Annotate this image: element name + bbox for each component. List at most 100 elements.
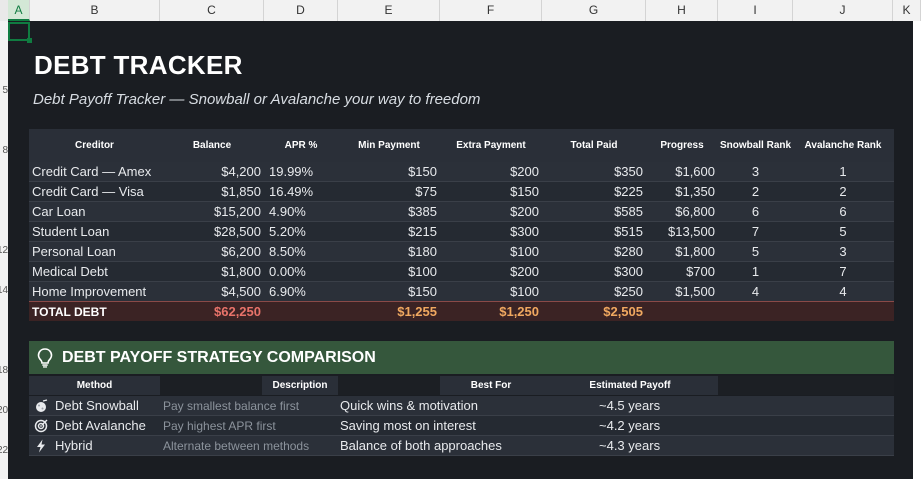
cell-progress: $13,500 <box>668 224 715 239</box>
header-extra-payment[interactable]: Extra Payment <box>456 140 526 151</box>
row-header[interactable]: 20 <box>0 405 8 416</box>
cell-creditor: Medical Debt <box>32 264 108 279</box>
cell-balance: $1,800 <box>221 264 261 279</box>
column-header-c[interactable]: C <box>160 0 264 21</box>
header-avalanche-rank[interactable]: Avalanche Rank <box>804 140 882 151</box>
header-method[interactable]: Method <box>29 376 160 395</box>
header-total-paid[interactable]: Total Paid <box>570 140 618 151</box>
header-best-for[interactable]: Best For <box>440 376 542 395</box>
header-estimated-payoff[interactable]: Estimated Payoff <box>542 376 718 395</box>
column-header-i[interactable]: I <box>718 0 793 21</box>
cell-min-payment: $385 <box>408 204 437 219</box>
cell-apr: 16.49% <box>269 184 314 199</box>
cell-snowball-rank: 3 <box>751 164 760 179</box>
cell-balance: $4,200 <box>221 164 261 179</box>
cell-progress: $1,350 <box>675 184 715 199</box>
cell-progress: $1,800 <box>675 244 715 259</box>
cell-progress: $1,600 <box>675 164 715 179</box>
strategy-row[interactable]: Hybrid Alternate between methods Balance o… <box>29 436 894 456</box>
page-title: DEBT TRACKER <box>34 50 243 80</box>
method-description: Pay smallest balance first <box>163 399 300 413</box>
cell-min-payment: $150 <box>408 164 437 179</box>
total-debt-row[interactable]: TOTAL DEBT $62,250 $1,255 $1,250 $2,505 <box>29 301 894 321</box>
snowball-icon <box>36 399 48 412</box>
cell-min-payment: $215 <box>408 224 437 239</box>
row-header[interactable]: 5 <box>2 85 8 96</box>
cell-min-payment: $150 <box>408 284 437 299</box>
method-name: Debt Snowball <box>55 398 139 413</box>
cell-snowball-rank: 1 <box>751 264 760 279</box>
cell-balance: $15,200 <box>214 204 261 219</box>
header-apr[interactable]: APR % <box>284 140 318 151</box>
cell-apr: 4.90% <box>269 204 306 219</box>
method-payoff: ~4.3 years <box>599 438 661 453</box>
cell-creditor: Home Improvement <box>32 284 147 299</box>
column-header-g[interactable]: G <box>542 0 646 21</box>
column-header-b[interactable]: B <box>30 0 160 21</box>
method-best-for: Balance of both approaches <box>340 438 502 453</box>
column-header-a[interactable]: A <box>8 0 30 21</box>
column-header-f[interactable]: F <box>440 0 542 21</box>
header-creditor[interactable]: Creditor <box>75 140 114 151</box>
cell-avalanche-rank: 5 <box>839 224 847 239</box>
strategy-section-title: DEBT PAYOFF STRATEGY COMPARISON <box>62 349 376 366</box>
cell-snowball-rank: 5 <box>751 244 760 259</box>
cell-avalanche-rank: 6 <box>839 204 847 219</box>
column-header-j[interactable]: J <box>793 0 893 21</box>
cell-avalanche-rank: 1 <box>839 164 847 179</box>
table-row[interactable]: Student Loan $28,500 5.20% $215 $300 $515 $13,… <box>29 222 894 242</box>
selected-cell-a1[interactable] <box>8 22 32 43</box>
column-header-k[interactable]: K <box>893 0 921 21</box>
cell-extra-payment: $150 <box>510 184 539 199</box>
table-row[interactable]: Car Loan $15,200 4.90% $385 $200 $585 $6,800 6 6 <box>29 202 894 222</box>
cell-extra-payment: $100 <box>510 244 539 259</box>
cell-min-payment: $100 <box>408 264 437 279</box>
total-label: TOTAL DEBT <box>32 305 107 319</box>
method-description: Pay highest APR first <box>163 419 276 433</box>
header-balance[interactable]: Balance <box>192 140 232 151</box>
lightning-icon <box>37 439 45 453</box>
cell-avalanche-rank: 7 <box>839 264 847 279</box>
table-row[interactable]: Credit Card — Visa $1,850 16.49% $75 $150 $22… <box>29 182 894 202</box>
cell-min-payment: $75 <box>415 184 437 199</box>
table-row[interactable]: Medical Debt $1,800 0.00% $100 $200 $300 $700 1… <box>29 262 894 282</box>
header-snowball-rank[interactable]: Snowball Rank <box>719 140 792 151</box>
strategy-row[interactable]: Debt Avalanche Pay highest APR first Savin… <box>29 416 894 436</box>
cell-total-paid: $300 <box>614 264 643 279</box>
strategy-table-header: Method Description Best For Estimated Pa… <box>29 376 894 395</box>
row-header[interactable]: 18 <box>0 365 8 376</box>
cell-avalanche-rank: 3 <box>839 244 847 259</box>
column-header-e[interactable]: E <box>338 0 440 21</box>
cell-total-paid: $280 <box>614 244 643 259</box>
cell-extra-payment: $200 <box>510 164 539 179</box>
cell-snowball-rank: 4 <box>751 284 760 299</box>
cell-apr: 19.99% <box>269 164 314 179</box>
table-row[interactable]: Home Improvement $4,500 6.90% $150 $100 $250 $… <box>29 282 894 302</box>
column-header-d[interactable]: D <box>264 0 338 21</box>
header-min-payment[interactable]: Min Payment <box>358 140 420 151</box>
cell-total-paid: $585 <box>614 204 643 219</box>
table-row[interactable]: Personal Loan $6,200 8.50% $180 $100 $280 $1,8… <box>29 242 894 262</box>
cell-total-paid: $515 <box>614 224 643 239</box>
row-header[interactable]: 8 <box>2 145 8 156</box>
header-progress[interactable]: Progress <box>660 140 704 151</box>
method-payoff: ~4.2 years <box>599 418 661 433</box>
method-payoff: ~4.5 years <box>599 398 661 413</box>
cell-extra-payment: $100 <box>510 284 539 299</box>
table-row[interactable]: Credit Card — Amex $4,200 19.99% $150 $200 $3… <box>29 162 894 182</box>
strategy-row[interactable]: Debt Snowball Pay smallest balance first Q… <box>29 396 894 416</box>
row-header[interactable]: 22 <box>0 445 8 456</box>
column-header-h[interactable]: H <box>646 0 718 21</box>
cell-creditor: Car Loan <box>32 204 86 219</box>
cell-creditor: Personal Loan <box>32 244 116 259</box>
lightbulb-icon <box>37 348 53 368</box>
row-header[interactable]: 14 <box>0 285 8 296</box>
column-header-bar: A B C D E F G H I J K <box>0 0 921 22</box>
method-best-for: Quick wins & motivation <box>340 398 478 413</box>
total-balance: $62,250 <box>214 304 261 319</box>
method-description: Alternate between methods <box>163 439 310 453</box>
row-header[interactable]: 12 <box>0 245 8 256</box>
header-description[interactable]: Description <box>262 376 338 395</box>
total-min-payment: $1,255 <box>397 304 437 319</box>
cell-creditor: Credit Card — Amex <box>32 164 152 179</box>
